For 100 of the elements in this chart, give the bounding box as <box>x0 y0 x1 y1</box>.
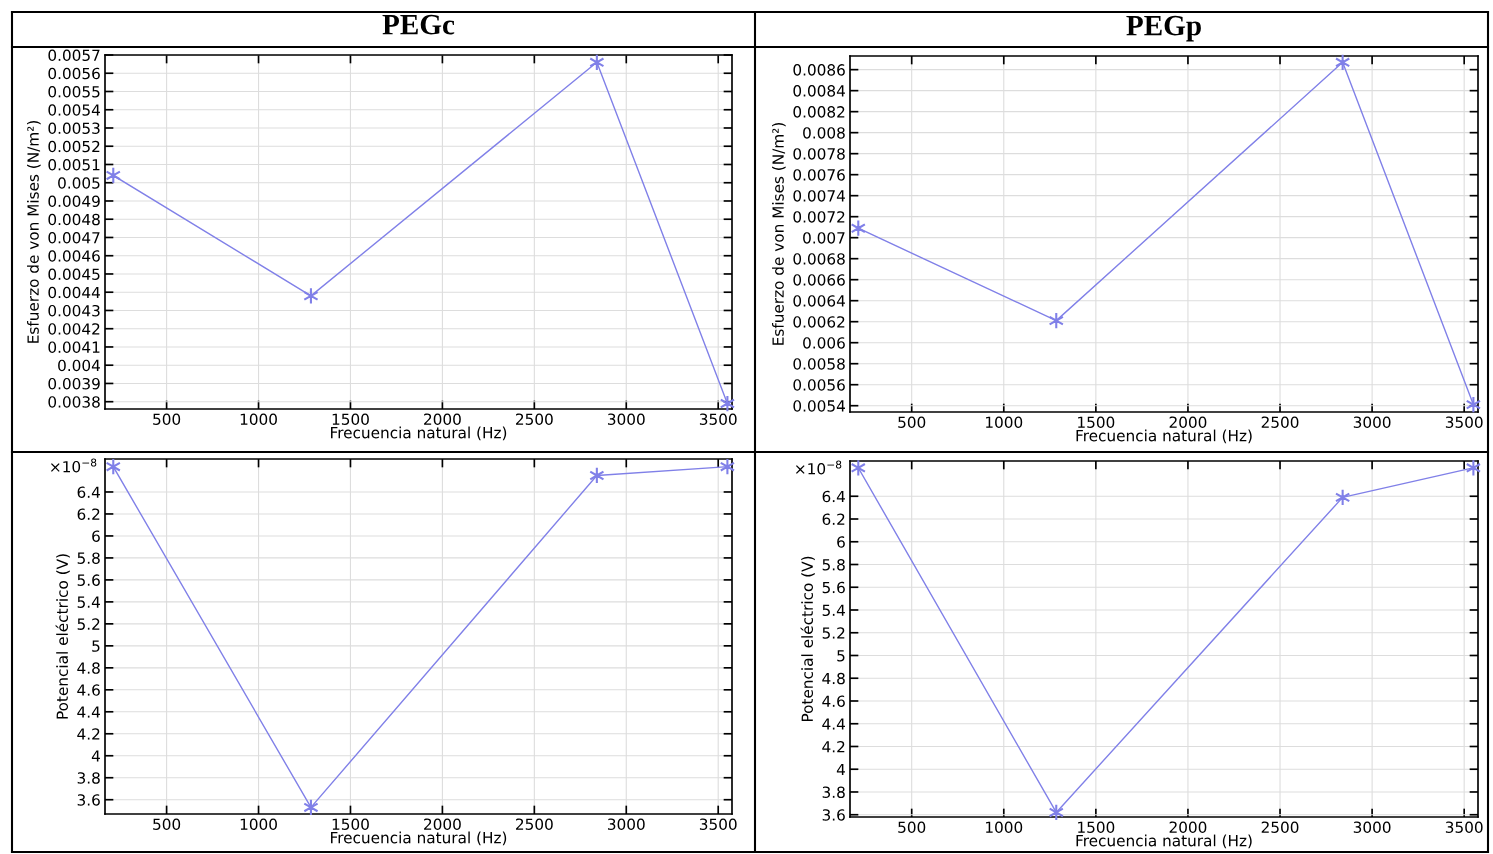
x-axis-title: Frecuencia natural (Hz) <box>1076 429 1252 444</box>
x-tick-label: 1000 <box>986 416 1023 428</box>
x-tick-label: 1000 <box>240 818 277 830</box>
y-tick-label: 0.0057 <box>48 49 100 62</box>
y-tick-label: 5 <box>837 650 845 662</box>
x-axis-title: Frecuencia natural (Hz) <box>331 831 507 846</box>
y-tick-label: 5.4 <box>77 596 100 608</box>
y-tick-label: 0.0043 <box>48 304 100 317</box>
y-tick-label: 0.007 <box>803 232 845 244</box>
y-tick-label: 0.0038 <box>48 396 100 408</box>
text: ×10$^{−8}$ <box>50 458 97 473</box>
y-tick-label: 5.8 <box>77 552 100 564</box>
x-tick-label: 500 <box>153 818 181 830</box>
y-tick-label: 0.0055 <box>48 85 100 98</box>
x-tick-label: 2000 <box>424 413 461 425</box>
x-tick-label: 2500 <box>516 818 553 830</box>
y-tick-label: 3.8 <box>77 772 100 784</box>
point <box>1465 395 1482 414</box>
y-tick-label: 6 <box>92 530 100 542</box>
x-tick-label: 2000 <box>1169 821 1207 833</box>
y-tick-label: 0.0084 <box>793 85 845 97</box>
y-axis-title: Esfuerzo de von Mises (N/m²) <box>772 123 786 345</box>
y-tick-label: 0.0076 <box>793 169 845 181</box>
x-tick-label: 500 <box>153 413 181 425</box>
y-tick-label: 4.6 <box>822 695 845 708</box>
y-tick-label: 0.0044 <box>48 286 100 299</box>
y-tick-label: 0.0072 <box>793 211 845 223</box>
y-tick-label: 4.4 <box>77 706 100 718</box>
y-tick-label: 4 <box>91 750 100 762</box>
y-tick-label: 0.0046 <box>48 250 100 262</box>
y-tick-label: 0.0062 <box>793 316 845 328</box>
y-tick-label: 4.2 <box>77 728 100 740</box>
x-axis-title: Frecuencia natural (Hz) <box>331 426 507 441</box>
y-tick-label: 3.6 <box>822 809 845 821</box>
y-tick-label: 0.0064 <box>793 295 845 307</box>
y-tick-label: 4.8 <box>77 662 100 674</box>
y-tick-label: 6.2 <box>77 508 100 520</box>
y-tick-label: 0.0056 <box>793 379 845 391</box>
y-tick-label: 4.2 <box>822 740 845 753</box>
y-tick-label: 0.0049 <box>48 195 100 207</box>
x-tick-label: 3500 <box>1445 821 1483 833</box>
y-tick-label: 6.2 <box>822 513 845 526</box>
y-tick-label: 6.4 <box>77 486 100 498</box>
point <box>719 394 736 413</box>
y-tick-label: 5.2 <box>822 627 845 639</box>
x-tick-label: 1000 <box>240 413 277 425</box>
x-tick-label: 3500 <box>699 818 737 830</box>
x-tick-label: 3000 <box>1353 821 1391 833</box>
x-tick-label: 2500 <box>516 413 553 425</box>
y-tick-label: 6 <box>837 536 845 548</box>
y-tick-label: 3.8 <box>822 786 845 798</box>
x-tick-label: 2000 <box>1169 416 1207 428</box>
x-tick-label: 1500 <box>332 413 369 425</box>
chart-title: PEGc <box>382 14 455 35</box>
y-tick-label: 5.2 <box>77 618 100 630</box>
y-tick-label: 5.4 <box>822 604 845 617</box>
y-tick-label: 0.0045 <box>48 268 100 280</box>
y-tick-label: 0.0048 <box>48 213 100 226</box>
y-tick-label: 0.0056 <box>48 67 100 80</box>
y-tick-label: 5.8 <box>822 558 845 571</box>
y-axis-title: Potencial eléctrico (V) <box>55 554 70 719</box>
y-tick-label: 5.6 <box>77 574 100 586</box>
y-tick-label: 0.0047 <box>48 231 100 244</box>
y-tick-label: 3.6 <box>77 794 100 806</box>
y-tick-label: 0.0068 <box>793 253 845 265</box>
y-axis-title: Potencial eléctrico (V) <box>800 556 815 722</box>
y-tick-label: 0.004 <box>58 359 100 372</box>
x-tick-label: 2500 <box>1261 416 1299 428</box>
x-tick-label: 3000 <box>608 413 645 425</box>
y-tick-label: 4.8 <box>822 672 845 685</box>
y-tick-label: 0.0052 <box>48 140 100 153</box>
y-tick-label: 0.005 <box>58 177 100 189</box>
chart-title: PEGp <box>1126 15 1201 42</box>
y-tick-label: 0.0054 <box>48 104 100 116</box>
x-tick-label: 1500 <box>1078 416 1115 428</box>
x-tick-label: 3500 <box>699 413 737 425</box>
y-tick-label: 0.006 <box>803 337 845 349</box>
y-tick-label: 0.0078 <box>793 148 845 160</box>
text: ×10$^{−8}$ <box>795 460 842 475</box>
y-axis-title: Esfuerzo de von Mises (N/m²) <box>27 121 41 343</box>
x-tick-label: 2500 <box>1261 821 1299 833</box>
y-tick-label: 0.0086 <box>793 64 845 76</box>
y-tick-label: 0.0041 <box>48 341 100 353</box>
y-tick-label: 6.4 <box>822 490 845 503</box>
y-tick-label: 5.6 <box>822 581 845 594</box>
x-tick-label: 500 <box>898 416 926 428</box>
y-tick-label: 5 <box>92 640 100 652</box>
y-tick-label: 4 <box>836 763 845 776</box>
x-tick-label: 1500 <box>1078 821 1115 833</box>
x-axis-title: Frecuencia natural (Hz) <box>1076 834 1252 849</box>
y-tick-label: 0.0058 <box>793 358 845 370</box>
x-tick-label: 3500 <box>1445 416 1483 428</box>
y-tick-label: 0.0066 <box>793 274 845 286</box>
y-tick-label: 0.0082 <box>793 106 845 118</box>
y-tick-label: 0.0053 <box>48 122 100 135</box>
y-tick-label: 0.0054 <box>793 400 845 412</box>
y-tick-label: 0.0042 <box>48 323 100 335</box>
x-tick-label: 3000 <box>608 818 645 830</box>
y-tick-label: 4.6 <box>77 684 100 696</box>
x-tick-label: 3000 <box>1353 416 1391 428</box>
